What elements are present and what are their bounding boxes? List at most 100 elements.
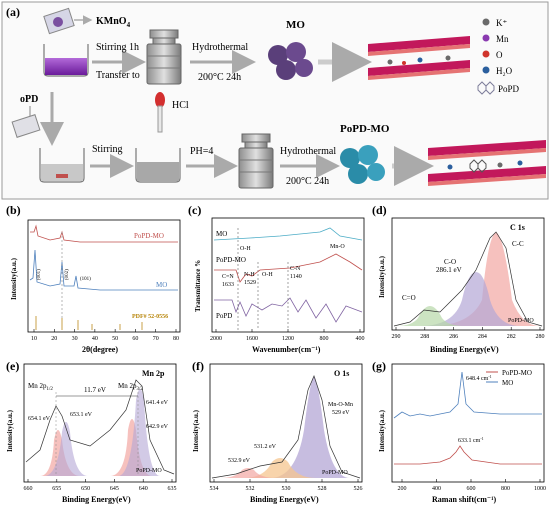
panel-b-xtick-label: 30 <box>72 336 78 342</box>
panel-b-ylabel: Intensity(a.u.) <box>10 257 18 300</box>
panel-g-xtick-label: 400 <box>432 486 441 492</box>
panel-f: (f) Intensity(a.u.) Binding Energy(eV) O… <box>192 359 363 504</box>
raman-peak-bottom: 633.1 cm-1 <box>458 436 484 444</box>
panel-e-xtick-label: 635 <box>168 486 177 492</box>
temp2-label: 200°C 24h <box>286 176 329 187</box>
panel-f-sample: PoPD-MO <box>322 470 348 476</box>
panel-b-xticks: 10 20 30 40 50 60 70 80 <box>31 329 179 342</box>
ftir-popd-label: PoPD <box>216 312 232 320</box>
c1s-cc-peak <box>430 232 540 326</box>
hydro2-label: Hydrothermal <box>280 146 336 157</box>
panel-f-xtick-label: 528 <box>318 486 327 492</box>
panel-f-xtick-label: 526 <box>354 486 363 492</box>
panel-c-xtick-label: 2000 <box>210 336 222 342</box>
mn-642-label: 642.9 eV <box>146 424 169 430</box>
panel-b-xtick-label: 20 <box>51 336 57 342</box>
panel-d-xtick-label: 286 <box>449 334 458 340</box>
panel-b-xlabel: 2θ(degree) <box>82 345 118 354</box>
stir1-label: Stirring 1h <box>96 42 139 53</box>
panel-e-xtick-label: 655 <box>52 486 61 492</box>
ftir-cn2: C-N <box>290 266 301 272</box>
opd-powder-icon <box>11 114 41 138</box>
panel-b-xtick-label: 60 <box>132 336 138 342</box>
ftir-1633: 1633 <box>222 282 234 288</box>
panel-d-xtick-label: 280 <box>536 334 545 340</box>
kmno4-label: KMnO4 <box>96 16 131 29</box>
panel-b-xtick-label: 50 <box>112 336 118 342</box>
panel-e-label: (e) <box>6 359 19 373</box>
panel-d-axes <box>391 217 545 331</box>
legend-k: K⁺ <box>496 18 507 28</box>
panel-c-label: (c) <box>188 203 201 217</box>
panel-d-xtick-label: 288 <box>420 334 429 340</box>
dropper-icon <box>155 92 165 133</box>
panel-d-xlabel: Binding Energy(eV) <box>430 345 499 354</box>
panel-d-ylabel: Intensity(a.u.) <box>378 255 386 298</box>
panel-e-ylabel: Intensity(a.u.) <box>6 409 14 452</box>
popd-mo-particles-icon <box>340 145 385 184</box>
panel-f-title: O 1s <box>334 369 349 378</box>
legend-o: O <box>496 50 503 60</box>
ftir-popd-mo-label: PoPD-MO <box>216 256 246 264</box>
c1s-co-label: C-O <box>444 258 456 266</box>
panel-b-axes <box>27 219 181 333</box>
ftir-mo-curve <box>213 227 363 241</box>
temp1-label: 200°C 24h <box>198 72 241 83</box>
raman-popd-mo-curve <box>394 445 542 465</box>
raman-mo-curve <box>393 371 542 419</box>
mn-peak-641 <box>118 389 160 476</box>
panel-f-xtick-label: 530 <box>282 486 291 492</box>
mn-peak-653 <box>44 422 88 476</box>
panel-f-xtick-label: 532 <box>246 486 255 492</box>
legend-h2o: H₂O <box>496 66 513 76</box>
ftir-1140: 1140 <box>290 274 302 280</box>
raman-legend-popd-mo: PoPD-MO <box>502 369 532 377</box>
panel-a-legend: K⁺ Mn O H₂O PoPD <box>477 18 520 95</box>
mn-653-label: 653.1 eV <box>70 412 93 418</box>
panel-f-xticks: 534 532 530 528 526 <box>210 479 363 492</box>
mo-particles-icon <box>268 42 313 80</box>
autoclave-icon <box>146 29 182 85</box>
xrd-popd-mo-label: PoPD-MO <box>134 232 164 240</box>
o1s-531-peak <box>244 458 316 478</box>
ftir-mn-o: Mn-O <box>330 244 345 250</box>
panel-b-xtick-label: 10 <box>31 336 37 342</box>
mn-split: 11.7 eV <box>84 386 106 394</box>
o1s-mn-o-mn: Mn-O-Mn <box>328 402 353 408</box>
panel-e-xlabel: Binding Energy(eV) <box>62 495 131 504</box>
panel-c-xtick-label: 400 <box>356 336 365 342</box>
mn-envelope <box>25 379 175 475</box>
o1s-529: 529 eV <box>332 410 350 416</box>
xrd-peak-001: (001) <box>37 269 42 280</box>
panel-g: (g) Intensity(a.u.) Raman shift(cm⁻¹) 20… <box>372 359 546 504</box>
panel-d-sample: PoPD-MO <box>508 318 534 324</box>
opd-label: oPD <box>20 94 38 105</box>
mn-peak-642 <box>110 419 152 476</box>
xrd-mo-label: MO <box>156 281 167 289</box>
mo-label: MO <box>286 19 305 31</box>
panel-d: (d) Intensity(a.u.) Binding Energy(eV) C… <box>372 203 545 354</box>
popd-molecule-icon <box>477 81 495 95</box>
panel-e-xtick-label: 660 <box>24 486 33 492</box>
ftir-oh-mid: O-H <box>262 272 273 278</box>
c1s-co-peak <box>420 272 520 326</box>
mn-left-label: Mn 2p1/2 <box>28 382 53 392</box>
ftir-mo-label: MO <box>216 230 227 238</box>
c1s-co-value: 286.1 eV <box>436 266 462 274</box>
raman-peak-top: 648.4 cm-1 <box>466 374 492 382</box>
purple-beaker-icon <box>43 44 89 77</box>
panel-f-ylabel: Intensity(a.u.) <box>192 409 200 452</box>
o1s-main-peak <box>270 376 350 478</box>
panel-c-xtick-label: 1600 <box>246 336 258 342</box>
panel-g-xtick-label: 1000 <box>534 486 546 492</box>
stirring-label: Stirring <box>92 144 123 155</box>
panel-a: (a) KMnO4 Stirring 1h Transfer to Hydrot… <box>1 1 549 200</box>
panel-g-xticks: 200 400 600 800 1000 <box>398 479 546 492</box>
o1s-532-peak <box>220 468 276 478</box>
panel-f-xtick-label: 534 <box>210 486 219 492</box>
ftir-cn: C=N <box>222 274 234 280</box>
panel-g-xtick-label: 200 <box>398 486 407 492</box>
popd-mo-layer-structure-icon <box>428 140 546 186</box>
panel-a-label: (a) <box>6 5 20 19</box>
panel-f-label: (f) <box>192 359 204 373</box>
